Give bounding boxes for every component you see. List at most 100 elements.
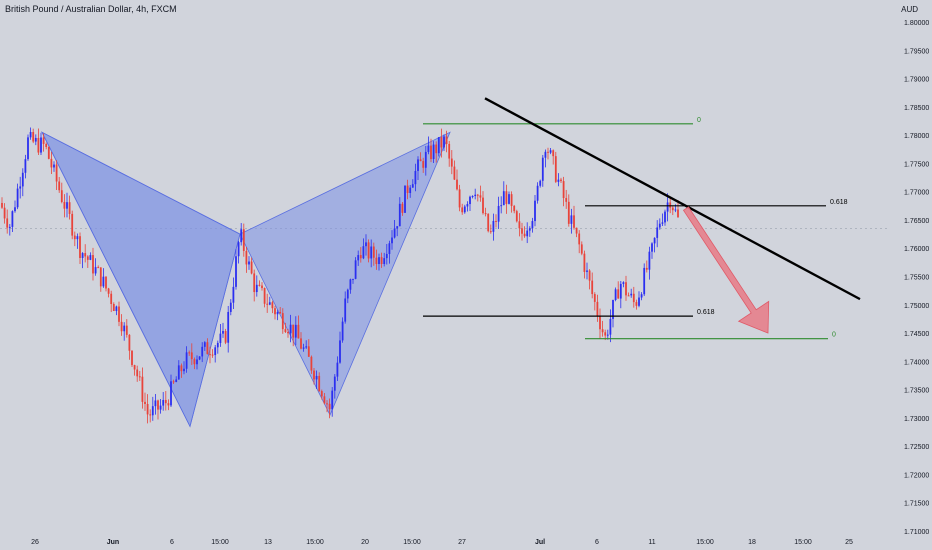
candle-body (658, 223, 661, 228)
candle-body (466, 204, 469, 207)
candle-body (177, 365, 180, 380)
candle-body (643, 267, 646, 295)
candle-body (632, 293, 635, 303)
candle-body (107, 288, 110, 294)
candle-body (112, 304, 115, 312)
candle-body (596, 301, 599, 317)
candle-body (432, 144, 435, 160)
candle-body (183, 368, 185, 372)
candle-body (404, 185, 406, 213)
candle-body (1, 202, 3, 208)
candle-body (297, 324, 300, 339)
candle-body (495, 220, 497, 222)
candle-body (474, 194, 477, 197)
candle-body (508, 194, 510, 204)
time-tick-label: 15:00 (794, 539, 812, 546)
candle-body (58, 181, 61, 191)
candle-body (331, 390, 334, 410)
candle-body (266, 303, 269, 305)
candle-body (120, 321, 123, 332)
candle-body (198, 356, 201, 360)
candle-body (328, 403, 331, 410)
candle-body (622, 282, 625, 284)
candle-body (417, 159, 419, 171)
candle-body (128, 334, 131, 351)
candle-body (206, 342, 209, 355)
candle-body (172, 381, 175, 383)
candle-body (14, 207, 16, 212)
candle-body (105, 276, 107, 289)
candle-body (333, 376, 336, 391)
price-tick-label: 1.77500 (904, 161, 929, 168)
candle-body (115, 306, 118, 312)
candle-body (138, 376, 141, 378)
candle-body (110, 293, 113, 305)
candle-body (146, 403, 149, 415)
candle-body (578, 233, 581, 245)
candle-body (526, 230, 529, 237)
candle-body (562, 181, 565, 199)
candle-body (29, 132, 32, 138)
candle-body (354, 260, 357, 279)
candle-body (315, 375, 318, 380)
candle-body (617, 289, 620, 299)
candle-body (599, 316, 601, 330)
candle-body (175, 379, 178, 383)
price-tick-label: 1.75000 (904, 303, 929, 310)
candle-body (190, 352, 193, 360)
candle-body (16, 188, 19, 208)
candle-body (248, 261, 250, 265)
candle-body (359, 255, 362, 259)
price-tick-label: 1.77000 (904, 190, 929, 197)
candle-body (476, 194, 479, 196)
candle-body (357, 255, 360, 261)
candle-body (216, 342, 219, 348)
candle-body (159, 405, 162, 410)
candle-body (3, 207, 6, 219)
time-tick-label: Jun (107, 539, 119, 546)
candle-body (292, 324, 295, 338)
candle-body (586, 270, 588, 272)
candle-body (84, 253, 87, 257)
candle-body (419, 159, 422, 162)
time-tick-label: 6 (170, 539, 174, 546)
price-tick-label: 1.76000 (904, 246, 929, 253)
candle-body (102, 276, 105, 287)
time-tick-label: 15:00 (211, 539, 229, 546)
candle-body (32, 132, 35, 142)
candle-body (461, 207, 464, 213)
candle-body (55, 164, 58, 182)
candle-body (430, 145, 432, 160)
candle-body (609, 318, 612, 335)
candle-body (648, 251, 651, 270)
price-tick-label: 1.79500 (904, 48, 929, 55)
candle-body (157, 400, 159, 410)
chart-title: British Pound / Australian Dollar, 4h, F… (5, 4, 177, 14)
candle-body (544, 151, 547, 158)
candle-body (591, 280, 594, 295)
candle-body (502, 191, 505, 206)
candle-body (671, 207, 674, 211)
candle-body (489, 231, 492, 233)
candle-body (398, 203, 401, 227)
candle-body (37, 137, 40, 153)
candle-body (271, 302, 274, 309)
candle-body (541, 157, 544, 181)
candle-body (341, 321, 344, 341)
candle-body (305, 346, 308, 348)
candle-body (76, 236, 79, 240)
candle-body (666, 202, 669, 212)
price-tick-label: 1.75500 (904, 275, 929, 282)
fib-level-label: 0.618 (697, 309, 715, 316)
candle-body (131, 350, 133, 366)
candle-body (528, 228, 531, 231)
candle-body (375, 257, 378, 265)
price-tick-label: 1.80000 (904, 20, 929, 27)
candle-body (510, 194, 513, 206)
candle-body (588, 270, 591, 281)
time-tick-label: 27 (458, 539, 466, 546)
price-tick-label: 1.78500 (904, 105, 929, 112)
time-tick-label: 6 (595, 539, 599, 546)
candle-body (66, 202, 68, 209)
